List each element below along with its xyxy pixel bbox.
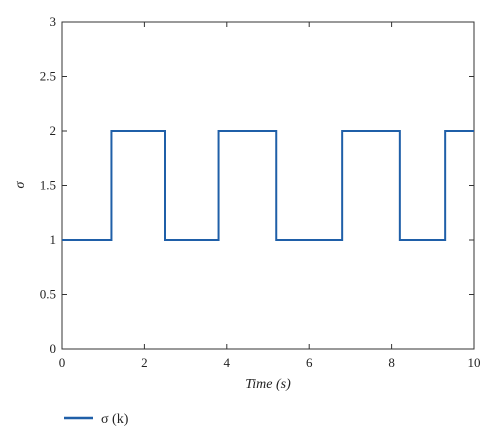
x-tick-label: 10	[468, 355, 481, 370]
x-tick-label: 2	[141, 355, 148, 370]
plot-frame	[61, 21, 475, 350]
y-tick-label: 2	[50, 123, 57, 138]
legend-label: σ (k)	[101, 412, 129, 427]
x-tick-label: 6	[306, 355, 313, 370]
y-tick-label: 1	[50, 232, 57, 247]
legend: σ (k)	[64, 412, 129, 427]
x-tick-label: 4	[224, 355, 231, 370]
x-tick-label: 8	[388, 355, 395, 370]
y-tick-label: 2.5	[40, 69, 56, 84]
x-axis-ticks: 0 2 4 6 8 10	[59, 22, 481, 370]
series-line-sigma	[62, 130, 474, 241]
y-axis-ticks: 0 0.5 1 1.5 2 2.5 3	[40, 14, 474, 356]
y-tick-label: 3	[50, 14, 57, 29]
y-tick-label: 0	[50, 341, 57, 356]
y-tick-label: 0.5	[40, 287, 56, 302]
x-tick-label: 0	[59, 355, 66, 370]
y-axis-label: σ	[13, 180, 28, 188]
y-tick-label: 1.5	[40, 178, 56, 193]
x-axis-label: Time (s)	[245, 377, 291, 392]
